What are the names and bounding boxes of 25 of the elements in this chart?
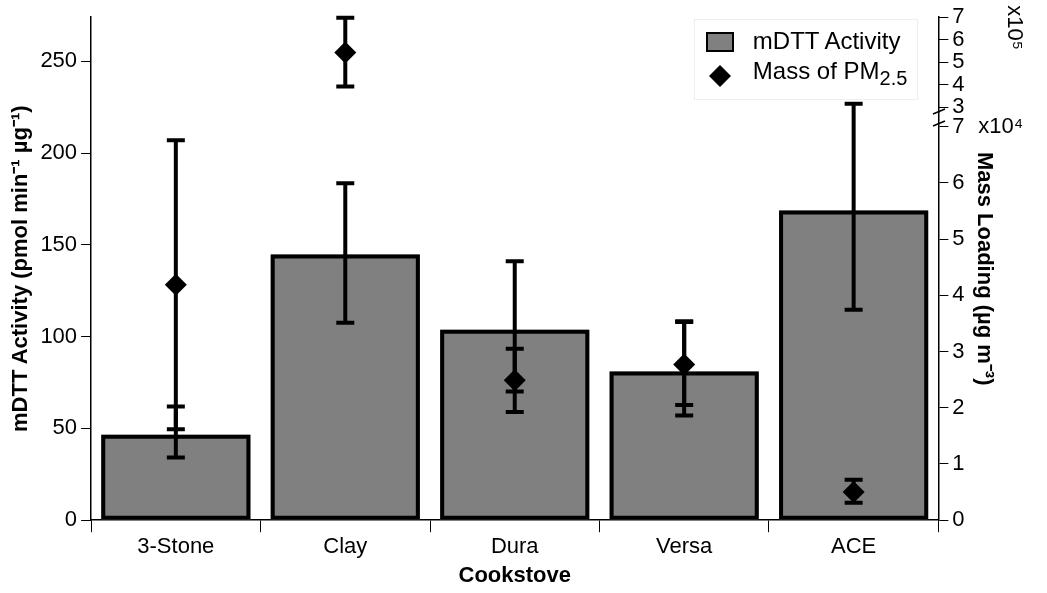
y-tick-label: 150 (40, 230, 78, 256)
x-tick-label: Versa (656, 533, 714, 559)
y-axis-title: mDTT Activity (pmol min⁻¹ µg⁻¹) (7, 105, 33, 432)
y2-tick-label: 0 (952, 506, 965, 532)
x-tick-label: Clay (323, 533, 368, 559)
x-tick-label: ACE (831, 533, 877, 559)
y-tick-label: 50 (52, 414, 78, 440)
y2-axis-title: Mass Loading (µg m⁻³) (972, 151, 998, 386)
y-tick-label: 0 (64, 506, 78, 532)
x-tick-label: 3-Stone (137, 533, 215, 559)
x-axis-title: Cookstove (458, 561, 571, 587)
y2-tick-label: 2 (952, 393, 965, 419)
y2-tick-label: 5 (952, 225, 965, 251)
y2-tick-label: 6 (952, 169, 965, 195)
y-tick-label: 100 (40, 322, 78, 348)
text: x10⁴ (978, 112, 1024, 138)
y2-tick-label: 3 (952, 337, 965, 363)
y2-tick-label: 1 (952, 450, 965, 476)
y-tick-label: 200 (40, 139, 78, 165)
y2-tick-label: 4 (952, 281, 965, 307)
x-tick-label: Dura (490, 533, 540, 559)
y-tick-label: 250 (40, 47, 78, 73)
legend-label: mDTT Activity (752, 26, 901, 57)
legend-label: Mass of PM$_{2.5}$ (752, 56, 908, 91)
text: x10⁵ (1002, 5, 1028, 50)
